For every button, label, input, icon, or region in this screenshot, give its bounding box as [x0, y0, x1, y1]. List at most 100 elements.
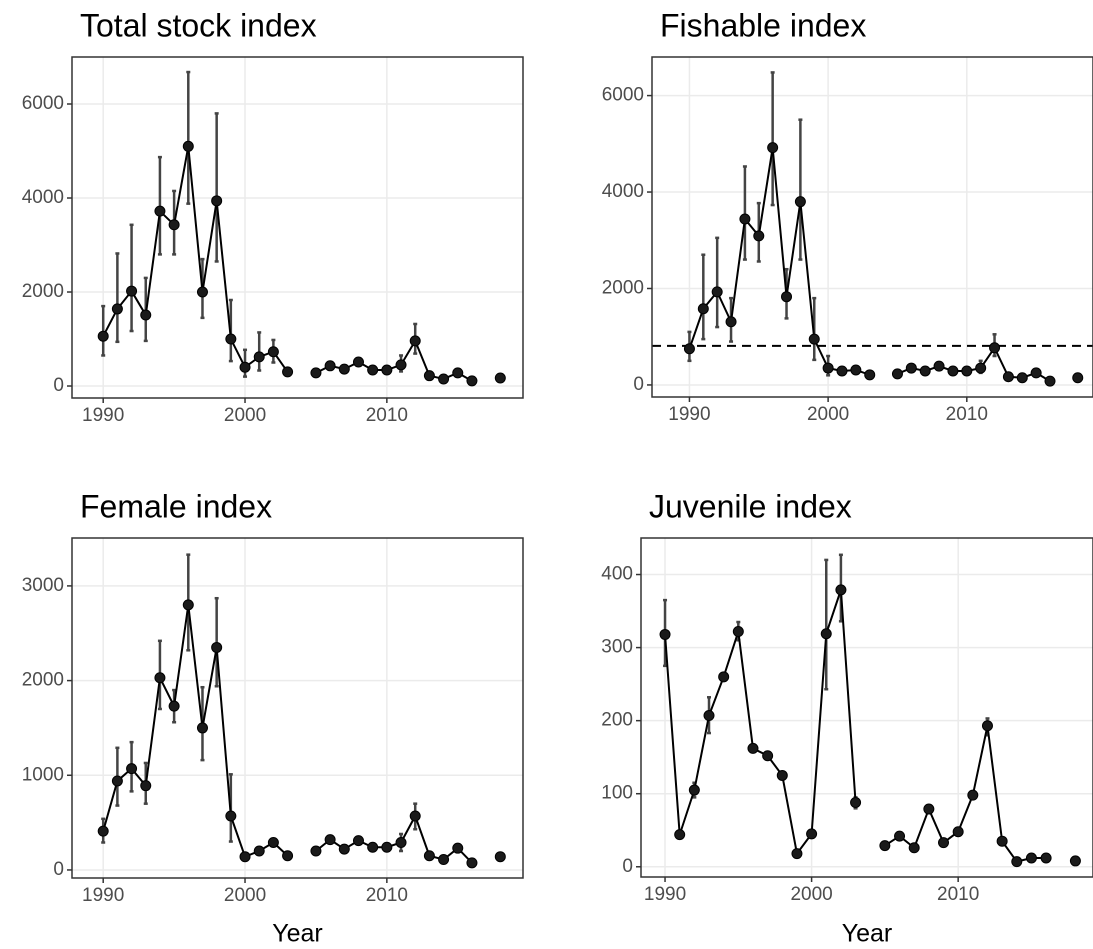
data-point: [494, 851, 506, 863]
data-point: [697, 303, 709, 315]
data-point: [781, 291, 793, 303]
panel-background: [652, 57, 1093, 397]
data-point: [140, 309, 152, 321]
data-point: [753, 230, 765, 242]
data-point: [808, 333, 820, 345]
y-tick-label: 400: [601, 564, 633, 585]
data-point: [762, 750, 774, 762]
y-tick-label: 4000: [602, 181, 644, 202]
data-point: [725, 316, 737, 328]
data-point: [225, 810, 237, 822]
data-point: [381, 841, 393, 853]
x-tick-label: 1990: [644, 884, 686, 905]
data-point: [253, 845, 265, 857]
data-point: [367, 364, 379, 376]
data-point: [211, 641, 223, 653]
data-point: [466, 375, 478, 387]
data-point: [196, 286, 208, 298]
data-point: [452, 842, 464, 854]
data-point: [961, 365, 973, 377]
data-point: [952, 826, 964, 838]
x-tick-label: 2010: [946, 404, 988, 425]
data-point: [409, 810, 421, 822]
data-point: [996, 835, 1008, 847]
y-tick-label: 2000: [602, 278, 644, 299]
data-point: [324, 360, 336, 372]
data-point: [806, 828, 818, 840]
data-point: [282, 366, 294, 378]
data-point: [1002, 371, 1014, 383]
data-point: [253, 351, 265, 363]
data-point: [126, 285, 138, 297]
data-point: [338, 843, 350, 855]
data-point: [933, 360, 945, 372]
data-point: [981, 720, 993, 732]
data-point: [1030, 367, 1042, 379]
data-point: [97, 825, 109, 837]
x-axis-label: Year: [272, 920, 323, 948]
data-point: [352, 835, 364, 847]
x-tick-label: 2000: [224, 405, 266, 426]
data-point: [267, 346, 279, 358]
data-point: [794, 196, 806, 208]
data-point: [310, 367, 322, 379]
x-tick-label: 2000: [807, 404, 849, 425]
data-point: [423, 850, 435, 862]
data-point: [894, 830, 906, 842]
data-point: [111, 775, 123, 787]
data-point: [947, 365, 959, 377]
error-bar: [701, 253, 706, 341]
data-point: [967, 789, 979, 801]
data-point: [835, 584, 847, 596]
panel-title: Total stock index: [80, 7, 317, 43]
data-point: [1011, 856, 1023, 868]
y-tick-label: 0: [53, 375, 64, 396]
data-point: [466, 857, 478, 869]
data-point: [381, 364, 393, 376]
data-point: [905, 362, 917, 374]
panel-border: [651, 56, 1093, 398]
data-point: [739, 213, 751, 225]
x-tick-label: 2010: [937, 884, 979, 905]
data-point: [438, 854, 450, 866]
data-point: [891, 368, 903, 380]
data-point: [423, 370, 435, 382]
panel-border: [71, 56, 524, 399]
data-point: [776, 769, 788, 781]
error-bar: [129, 223, 134, 333]
x-tick-label: 1990: [82, 405, 124, 426]
panel-title: Fishable index: [660, 7, 866, 43]
data-point: [674, 829, 686, 841]
data-point: [718, 671, 730, 683]
data-point: [438, 373, 450, 385]
data-point: [1069, 855, 1081, 867]
panel-title: Female index: [80, 488, 272, 524]
x-tick-label: 2000: [790, 884, 832, 905]
error-bar: [812, 296, 817, 362]
error-bar: [770, 71, 775, 207]
series-line: [664, 589, 857, 857]
error-bar: [798, 118, 803, 261]
data-point: [908, 842, 920, 854]
data-point: [126, 763, 138, 775]
data-point: [791, 848, 803, 860]
data-point: [975, 362, 987, 374]
data-point: [850, 364, 862, 376]
data-point: [352, 356, 364, 368]
data-point: [239, 851, 251, 863]
data-point: [1040, 852, 1052, 864]
y-tick-label: 1000: [22, 764, 64, 785]
data-point: [97, 330, 109, 342]
y-tick-label: 0: [622, 856, 633, 877]
data-point: [310, 845, 322, 857]
data-point: [732, 626, 744, 638]
panel-background: [641, 538, 1093, 877]
error-bar: [214, 112, 219, 263]
data-point: [154, 205, 166, 217]
data-point: [395, 359, 407, 371]
data-point: [211, 195, 223, 207]
data-point: [923, 803, 935, 815]
data-point: [989, 342, 1001, 354]
data-point: [367, 841, 379, 853]
data-point: [154, 672, 166, 684]
